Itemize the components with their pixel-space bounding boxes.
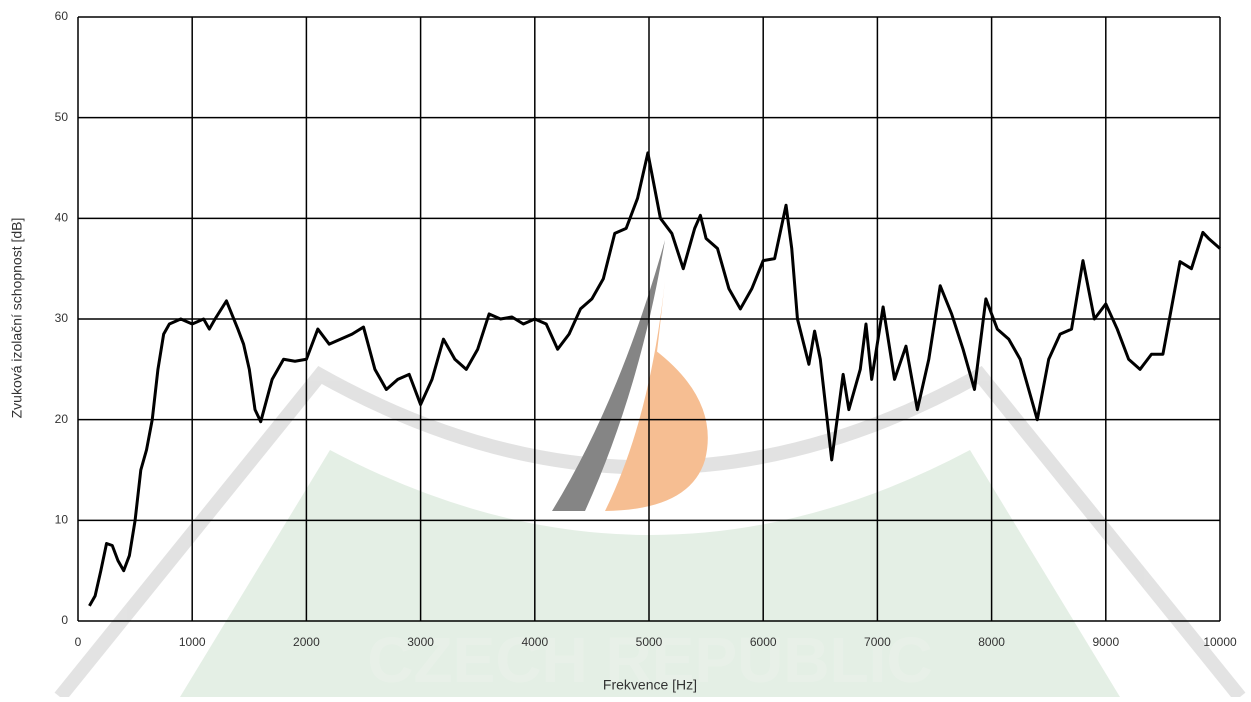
x-tick-label: 3000 bbox=[407, 635, 434, 649]
y-tick-label: 20 bbox=[55, 412, 69, 426]
x-tick-label: 0 bbox=[75, 635, 82, 649]
y-tick-label: 50 bbox=[55, 110, 69, 124]
y-tick-label: 0 bbox=[61, 613, 68, 627]
x-axis-label: Frekvence [Hz] bbox=[603, 677, 697, 693]
x-tick-label: 5000 bbox=[636, 635, 663, 649]
x-tick-label: 8000 bbox=[978, 635, 1005, 649]
y-tick-label: 30 bbox=[55, 311, 69, 325]
x-tick-label: 6000 bbox=[750, 635, 777, 649]
x-tick-label: 10000 bbox=[1203, 635, 1237, 649]
x-tick-label: 4000 bbox=[521, 635, 548, 649]
data-line bbox=[88, 151, 1221, 607]
x-tick-label: 2000 bbox=[293, 635, 320, 649]
watermark-text: CZECH REPUBLIC bbox=[367, 624, 932, 696]
x-tick-label: 1000 bbox=[179, 635, 206, 649]
x-tick-label: 9000 bbox=[1092, 635, 1119, 649]
y-tick-label: 60 bbox=[55, 9, 69, 23]
y-tick-label: 10 bbox=[55, 513, 69, 527]
y-axis-label: Zvuková izolační schopnost [dB] bbox=[9, 218, 25, 419]
y-tick-label: 40 bbox=[55, 211, 69, 225]
x-tick-label: 7000 bbox=[864, 635, 891, 649]
watermark-logo bbox=[54, 240, 1246, 702]
